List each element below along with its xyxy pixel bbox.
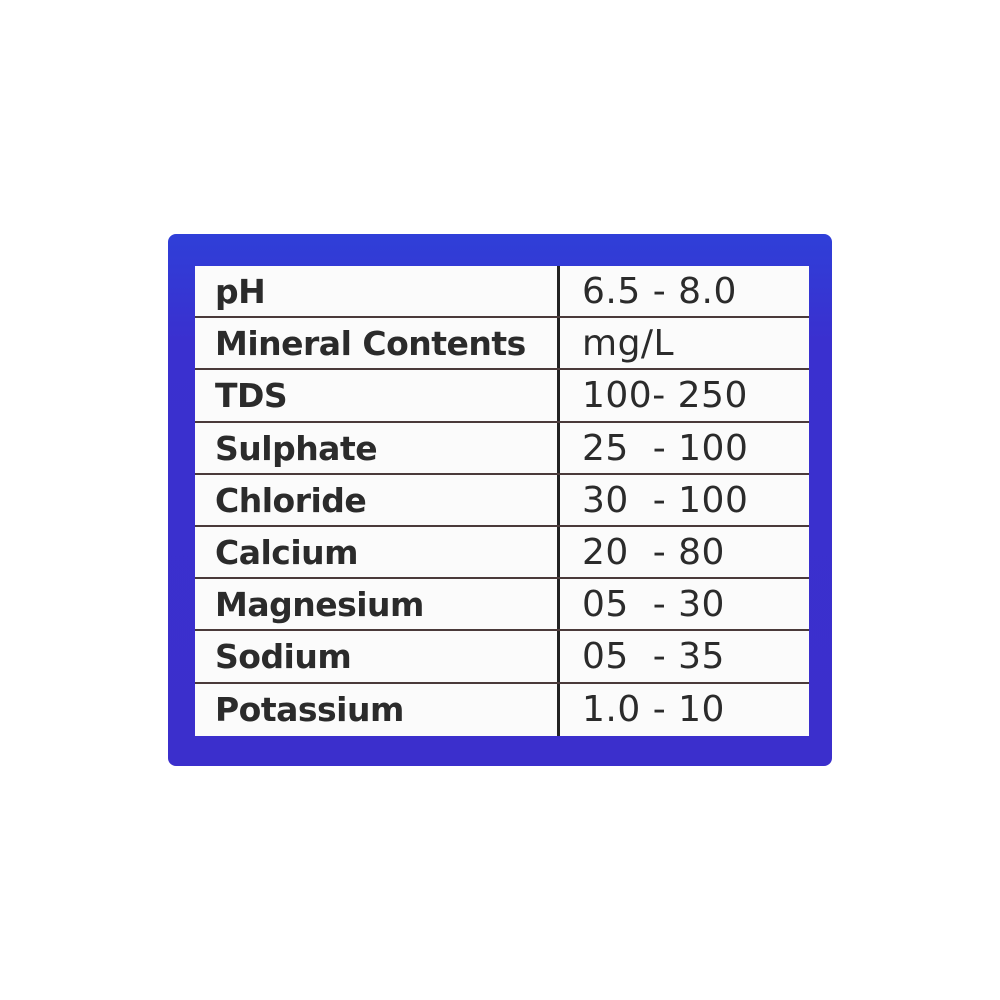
row-value: 25 - 100 — [582, 427, 749, 469]
row-value: mg/L — [582, 323, 675, 365]
row-name: TDS — [195, 370, 560, 421]
table-row: Mineral Contents mg/L — [195, 318, 809, 371]
row-name: Sodium — [195, 631, 560, 682]
row-name: Chloride — [195, 474, 560, 525]
row-name: Mineral Contents — [195, 318, 560, 369]
table-row: Sodium 05 - 35 — [195, 631, 809, 684]
table-row: Sulphate 25 - 100 — [195, 422, 809, 475]
table-row: Magnesium 05 - 30 — [195, 579, 809, 632]
row-value: 1.0 - 10 — [582, 688, 725, 730]
row-name: pH — [195, 266, 560, 317]
row-name: Potassium — [195, 683, 560, 736]
row-value: 05 - 30 — [582, 584, 725, 626]
row-value: 20 - 80 — [582, 531, 725, 573]
row-name: Magnesium — [195, 579, 560, 630]
row-name: Calcium — [195, 526, 560, 578]
table-row: TDS 100- 250 — [195, 370, 809, 423]
table-row: Chloride 30 - 100 — [195, 474, 809, 527]
row-value: 6.5 - 8.0 — [582, 271, 737, 312]
row-value: 100- 250 — [582, 375, 748, 417]
mineral-table: pH 6.5 - 8.0 Mineral Contents mg/L TDS 100- 2… — [195, 266, 809, 736]
row-name: Sulphate — [195, 422, 560, 473]
row-value: 30 - 100 — [582, 479, 749, 521]
table-row: Potassium 1.0 - 10 — [195, 683, 809, 736]
row-value: 05 - 35 — [582, 636, 725, 678]
table-row: Calcium 20 - 80 — [195, 526, 809, 580]
table-row: pH 6.5 - 8.0 — [195, 266, 809, 319]
